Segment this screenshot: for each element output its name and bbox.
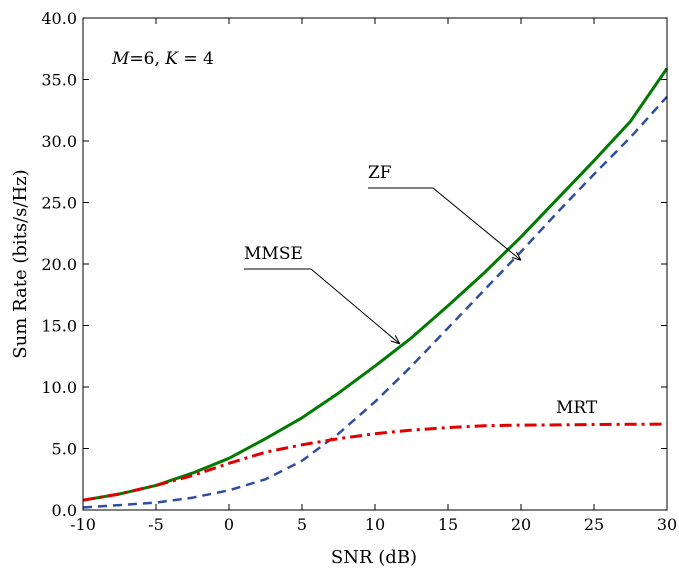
x-tick-label: 10 (365, 515, 385, 534)
y-tick-label: 15.0 (41, 317, 77, 336)
param-m-symbol: M (111, 49, 130, 69)
param-k-value: = 4 (178, 49, 214, 69)
annotation-mrt-label: MRT (556, 398, 598, 418)
y-tick-label: 0.0 (52, 501, 77, 520)
y-tick-label: 25.0 (41, 194, 77, 213)
plot-layer (82, 67, 669, 509)
x-tick-label: 15 (438, 515, 458, 534)
x-tick-label: 25 (584, 515, 604, 534)
x-tick-label: -5 (148, 515, 164, 534)
y-tick-label: 35.0 (41, 71, 77, 90)
y-tick-label: 5.0 (52, 440, 77, 459)
param-label: M=6, K = 4 (111, 49, 214, 69)
param-m-value: =6, (129, 49, 165, 69)
y-tick-label: 30.0 (41, 132, 77, 151)
y-tick-label: 10.0 (41, 378, 77, 397)
series-line-mmse (82, 67, 669, 502)
annotation-mmse-arrow (244, 268, 400, 344)
x-tick-label: 0 (224, 515, 234, 534)
annotation-zf-arrow (368, 187, 521, 260)
axis-layer: -10 -5 0 5 10 15 20 25 30 0.0 5.0 10.0 15.0 20.0 25.0 3… (41, 9, 677, 534)
annotation-arrows (244, 187, 521, 344)
series-line-mrt (82, 422, 668, 502)
annotation-zf-label: ZF (368, 163, 392, 183)
y-axis-title: Sum Rate (bits/s/Hz) (10, 169, 31, 358)
x-tick-label: 20 (511, 515, 531, 534)
x-tick-label: 5 (297, 515, 307, 534)
x-tick-label: 30 (657, 515, 677, 534)
x-tick-label: -10 (70, 515, 96, 534)
y-tick-label: 20.0 (41, 255, 77, 274)
y-tick-label: 40.0 (41, 9, 77, 28)
series-line-zf (82, 95, 668, 509)
plot-frame (82, 17, 668, 511)
param-k-symbol: K (164, 49, 179, 69)
annotation-mmse-label: MMSE (244, 244, 303, 264)
x-axis-title: SNR (dB) (331, 547, 417, 568)
